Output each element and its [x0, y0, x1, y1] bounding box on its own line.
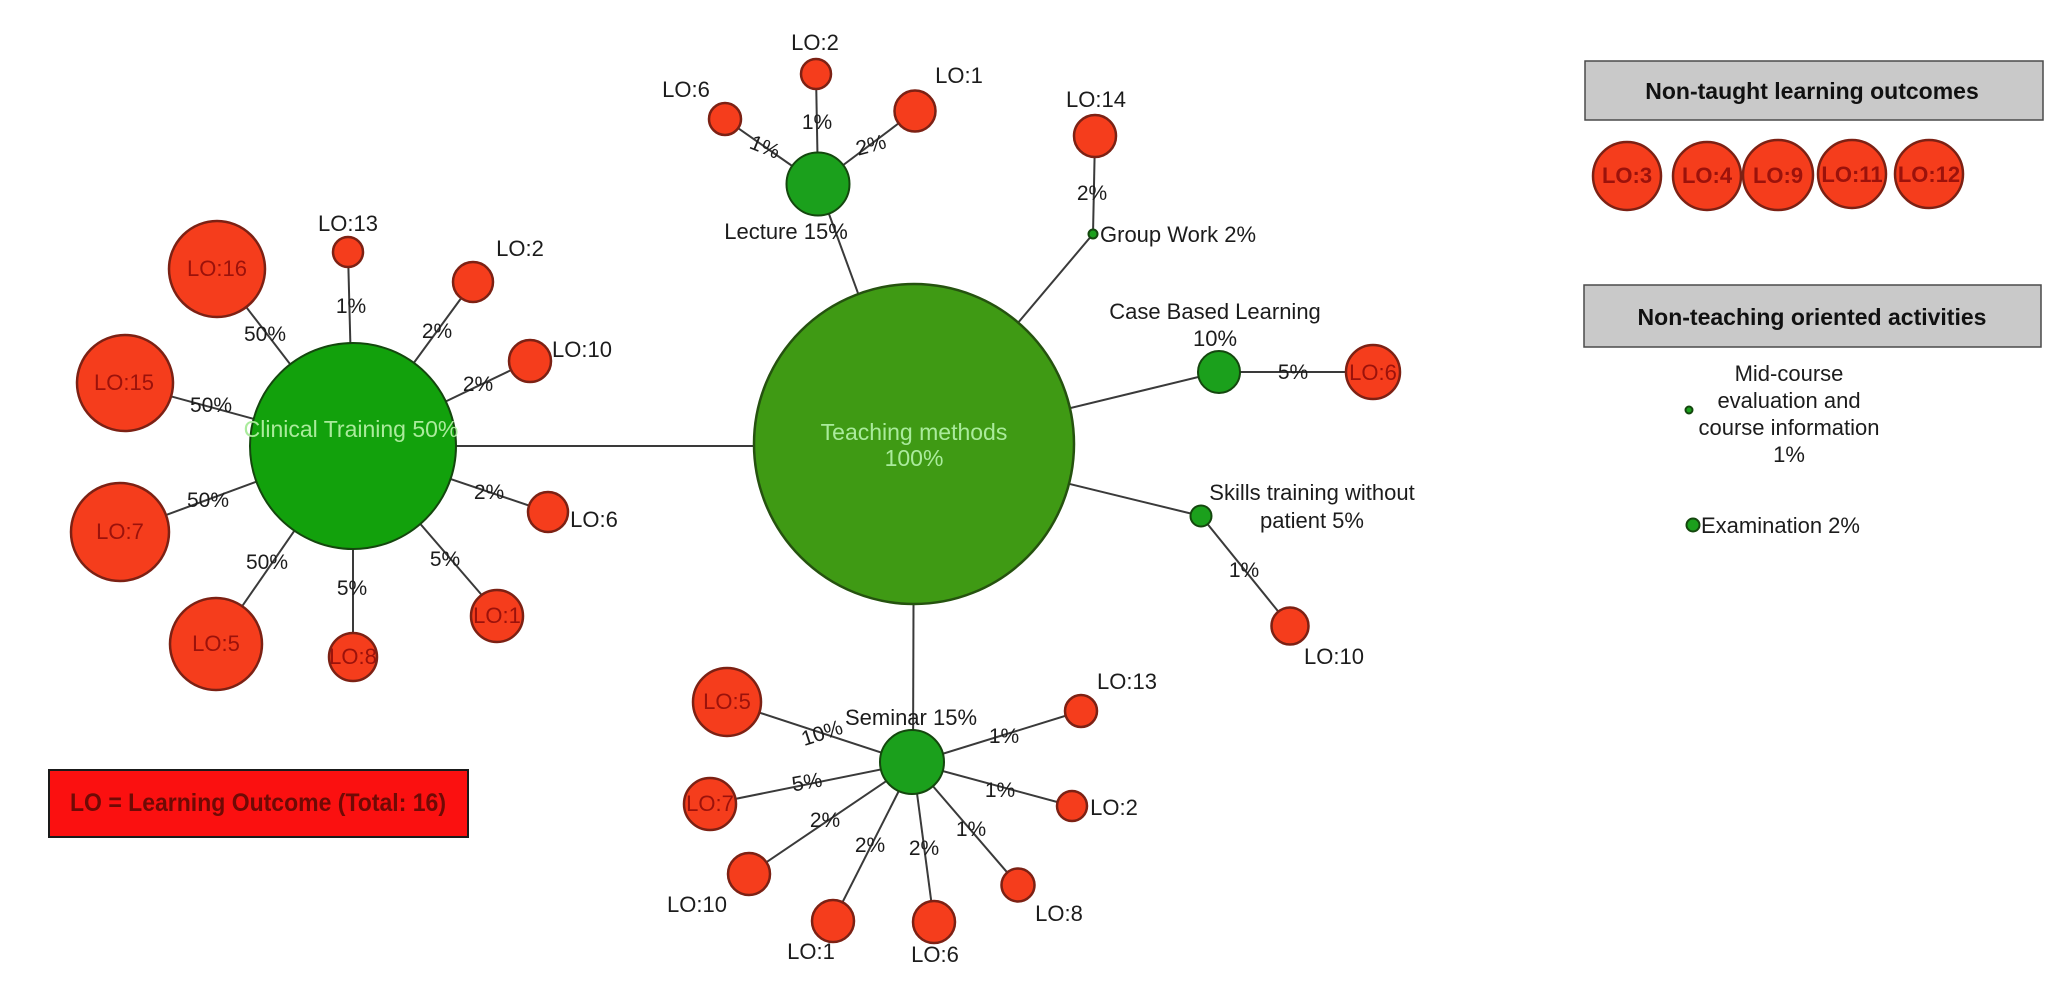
svg-text:Mid-course: Mid-course — [1735, 361, 1844, 386]
svg-text:50%: 50% — [244, 323, 286, 346]
svg-text:LO:16: LO:16 — [187, 256, 247, 281]
svg-text:LO:5: LO:5 — [192, 631, 240, 656]
svg-text:LO:2: LO:2 — [791, 30, 839, 55]
svg-text:Case Based Learning: Case Based Learning — [1109, 299, 1321, 324]
svg-text:LO:5: LO:5 — [703, 689, 751, 714]
svg-text:5%: 5% — [1278, 361, 1308, 384]
svg-text:5%: 5% — [430, 548, 460, 571]
svg-text:LO:15: LO:15 — [94, 370, 154, 395]
svg-text:10%: 10% — [1193, 326, 1237, 351]
svg-text:1%: 1% — [336, 295, 366, 318]
svg-text:2%: 2% — [1077, 182, 1107, 205]
svg-text:LO:1: LO:1 — [473, 603, 521, 628]
svg-text:LO:13: LO:13 — [318, 211, 378, 236]
svg-text:Group Work 2%: Group Work 2% — [1100, 222, 1256, 247]
svg-text:LO:2: LO:2 — [1090, 795, 1138, 820]
svg-text:LO:11: LO:11 — [1821, 162, 1882, 187]
svg-text:LO:6: LO:6 — [911, 942, 959, 967]
svg-text:LO:2: LO:2 — [496, 236, 544, 261]
svg-text:LO:12: LO:12 — [1898, 162, 1960, 187]
svg-text:2%: 2% — [422, 320, 452, 343]
svg-text:LO:4: LO:4 — [1682, 163, 1733, 188]
svg-text:LO:1: LO:1 — [935, 63, 983, 88]
svg-text:Examination 2%: Examination 2% — [1701, 513, 1860, 538]
svg-text:Clinical Training 50%: Clinical Training 50% — [244, 416, 459, 442]
svg-text:LO:10: LO:10 — [552, 337, 612, 362]
svg-text:2%: 2% — [855, 834, 885, 857]
svg-text:LO:6: LO:6 — [662, 77, 710, 102]
svg-text:1%: 1% — [1773, 442, 1805, 467]
svg-text:evaluation and: evaluation and — [1717, 388, 1860, 413]
svg-text:2%: 2% — [909, 837, 939, 860]
svg-text:Teaching methods: Teaching methods — [821, 419, 1008, 445]
svg-text:LO:10: LO:10 — [1304, 644, 1364, 669]
svg-text:LO:13: LO:13 — [1097, 669, 1157, 694]
svg-text:Non-teaching oriented activiti: Non-teaching oriented activities — [1638, 304, 1987, 330]
svg-text:50%: 50% — [187, 489, 229, 512]
svg-text:Lecture 15%: Lecture 15% — [724, 219, 848, 244]
svg-text:50%: 50% — [190, 394, 232, 417]
svg-text:1%: 1% — [985, 779, 1015, 802]
svg-text:LO:7: LO:7 — [96, 519, 144, 544]
svg-text:LO:8: LO:8 — [329, 644, 377, 669]
svg-text:2%: 2% — [463, 373, 493, 396]
svg-text:2%: 2% — [474, 481, 504, 504]
svg-text:LO:1: LO:1 — [787, 939, 835, 964]
svg-text:50%: 50% — [246, 551, 288, 574]
svg-text:patient 5%: patient 5% — [1260, 508, 1364, 533]
svg-text:1%: 1% — [956, 818, 986, 841]
svg-text:LO:3: LO:3 — [1602, 163, 1652, 188]
svg-text:5%: 5% — [337, 577, 367, 600]
svg-text:1%: 1% — [989, 725, 1019, 748]
svg-text:5%: 5% — [790, 769, 824, 797]
svg-text:Seminar 15%: Seminar 15% — [845, 705, 977, 730]
svg-text:1%: 1% — [802, 111, 832, 134]
svg-text:LO:9: LO:9 — [1753, 163, 1803, 188]
svg-text:100%: 100% — [885, 445, 944, 471]
svg-text:LO:14: LO:14 — [1066, 87, 1126, 112]
svg-text:LO = Learning Outcome (Total:: LO = Learning Outcome (Total: 16) — [70, 789, 446, 817]
svg-text:course information: course information — [1699, 415, 1880, 440]
svg-text:Skills training without: Skills training without — [1209, 480, 1414, 505]
svg-text:LO:10: LO:10 — [667, 892, 727, 917]
svg-text:LO:6: LO:6 — [1349, 360, 1397, 385]
svg-text:2%: 2% — [810, 809, 840, 832]
svg-text:LO:8: LO:8 — [1035, 901, 1083, 926]
svg-text:Non-taught learning outcomes: Non-taught learning outcomes — [1645, 78, 1979, 104]
svg-text:LO:7: LO:7 — [686, 791, 734, 816]
svg-text:1%: 1% — [1229, 559, 1259, 582]
svg-text:LO:6: LO:6 — [570, 507, 618, 532]
